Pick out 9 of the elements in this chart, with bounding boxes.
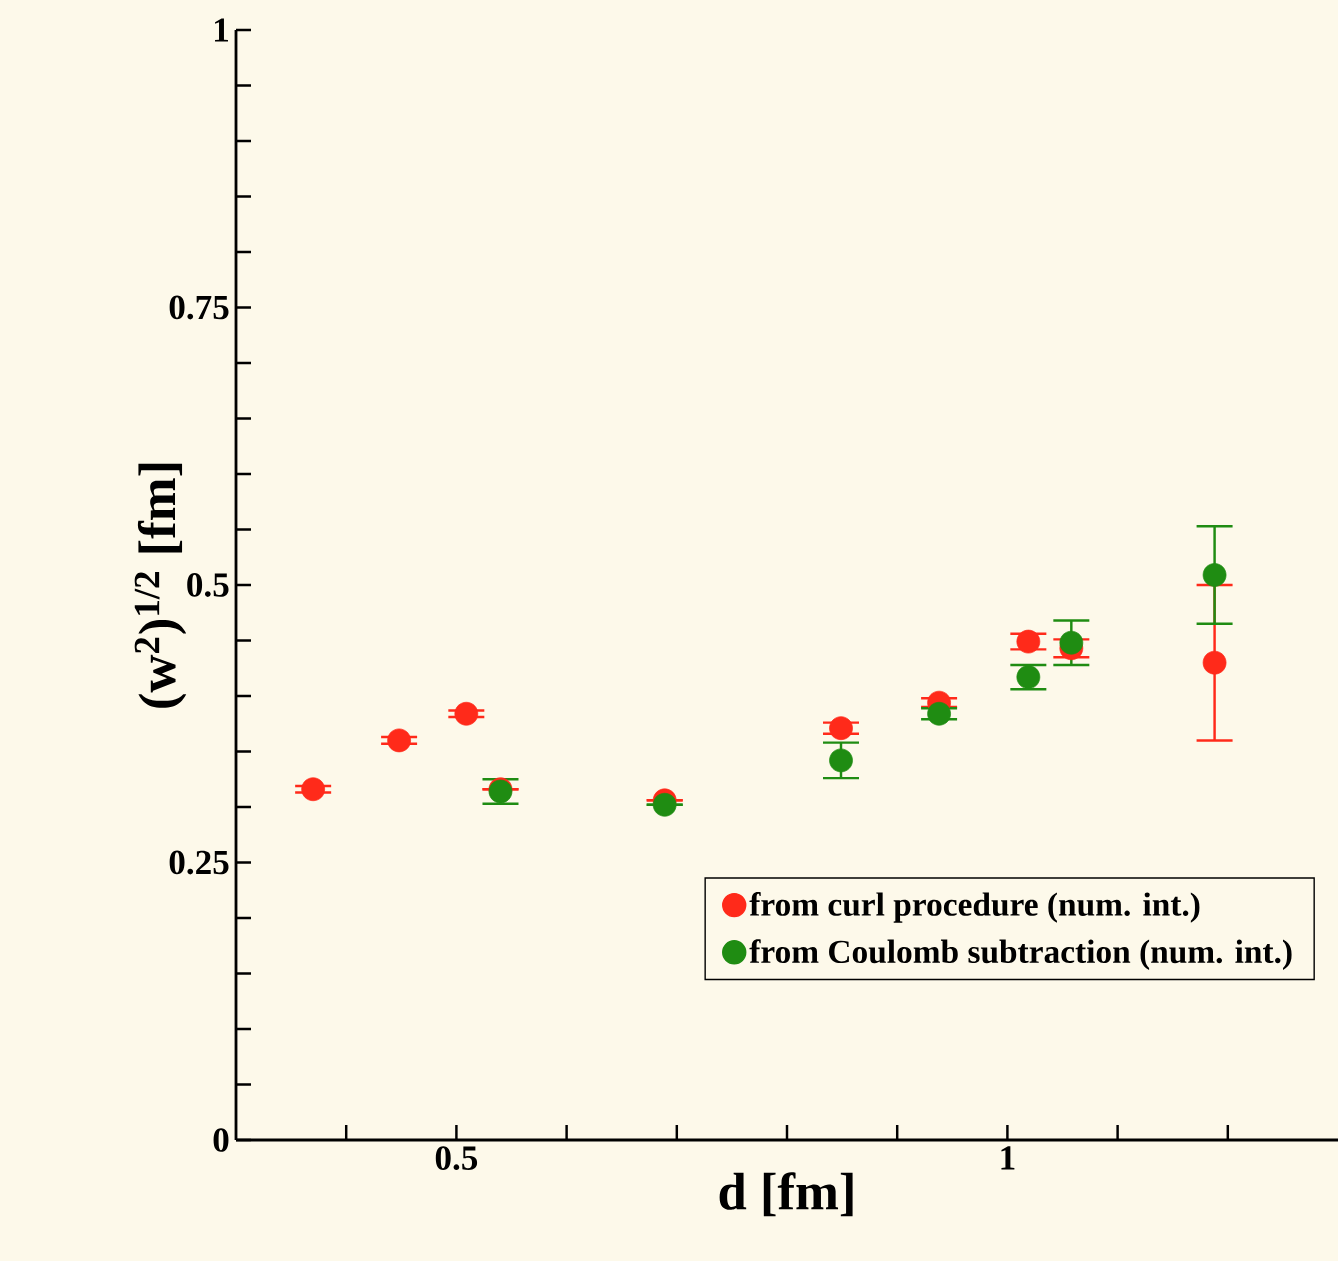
legend-label: from Coulomb subtraction (num. int.) — [749, 939, 1292, 970]
y-tick-label: 1 — [215, 18, 228, 42]
y-tick-label: 0.25 — [169, 850, 229, 875]
y-tick-label: 0.75 — [169, 295, 229, 320]
y-axis-title: (w$^{2}$)$^{1/2}$ [fm] — [134, 463, 187, 708]
y-tick-label: 0.5 — [187, 573, 229, 597]
legend-label: from curl procedure (num. int.) — [749, 892, 1200, 923]
x-axis-title: d [fm] — [719, 1172, 853, 1217]
y-tick-label: 0 — [213, 1128, 229, 1152]
